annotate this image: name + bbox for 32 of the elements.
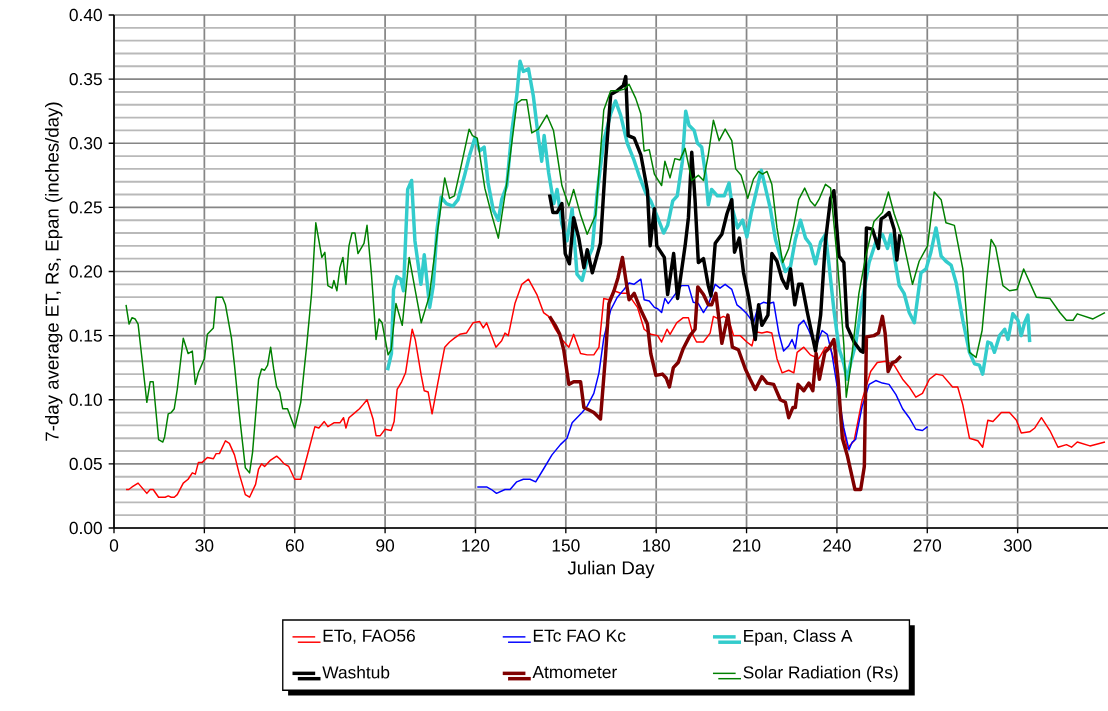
line-series — [547, 74, 902, 355]
y-tick-label: 0.10 — [69, 393, 102, 406]
line-series — [125, 83, 1106, 474]
x-tick-label: 210 — [732, 539, 761, 552]
x-axis-title: Julian Day — [567, 560, 655, 579]
legend-label: Solar Radiation (Rs) — [743, 665, 898, 682]
legend-label: ETo, FAO56 — [323, 629, 415, 644]
x-tick-label: 240 — [823, 539, 851, 552]
y-tick-label: 0.15 — [69, 329, 102, 342]
legend-label: ETc FAO Kc — [533, 629, 626, 642]
x-tick-label: 90 — [376, 539, 395, 552]
x-tick-label: 300 — [1003, 539, 1032, 552]
y-tick-label: 0.20 — [69, 265, 102, 278]
legend-label: Washtub — [322, 665, 390, 679]
y-tick-label: 0.35 — [69, 72, 102, 86]
y-tick-label: 0.30 — [69, 137, 102, 150]
line-series — [125, 278, 1106, 498]
y-tick-label: 0.00 — [69, 521, 102, 535]
legend-label: Atmometer — [532, 666, 617, 679]
x-tick-label: 60 — [285, 539, 304, 552]
x-tick-label: 180 — [643, 539, 670, 552]
y-tick-label: 0.40 — [69, 8, 102, 22]
x-tick-label: 120 — [462, 539, 490, 552]
x-tick-label: 0 — [109, 539, 119, 552]
y-tick-label: 0.05 — [69, 457, 102, 471]
legend-label: Epan, Class A — [744, 629, 853, 646]
x-tick-label: 150 — [552, 539, 580, 552]
line-series — [547, 255, 903, 492]
y-axis-title: 7-day average ET, Rs, Epan (inches/day) — [45, 102, 63, 441]
x-tick-label: 270 — [913, 539, 942, 552]
y-tick-label: 0.25 — [69, 201, 102, 214]
x-tick-label: 30 — [195, 539, 214, 552]
